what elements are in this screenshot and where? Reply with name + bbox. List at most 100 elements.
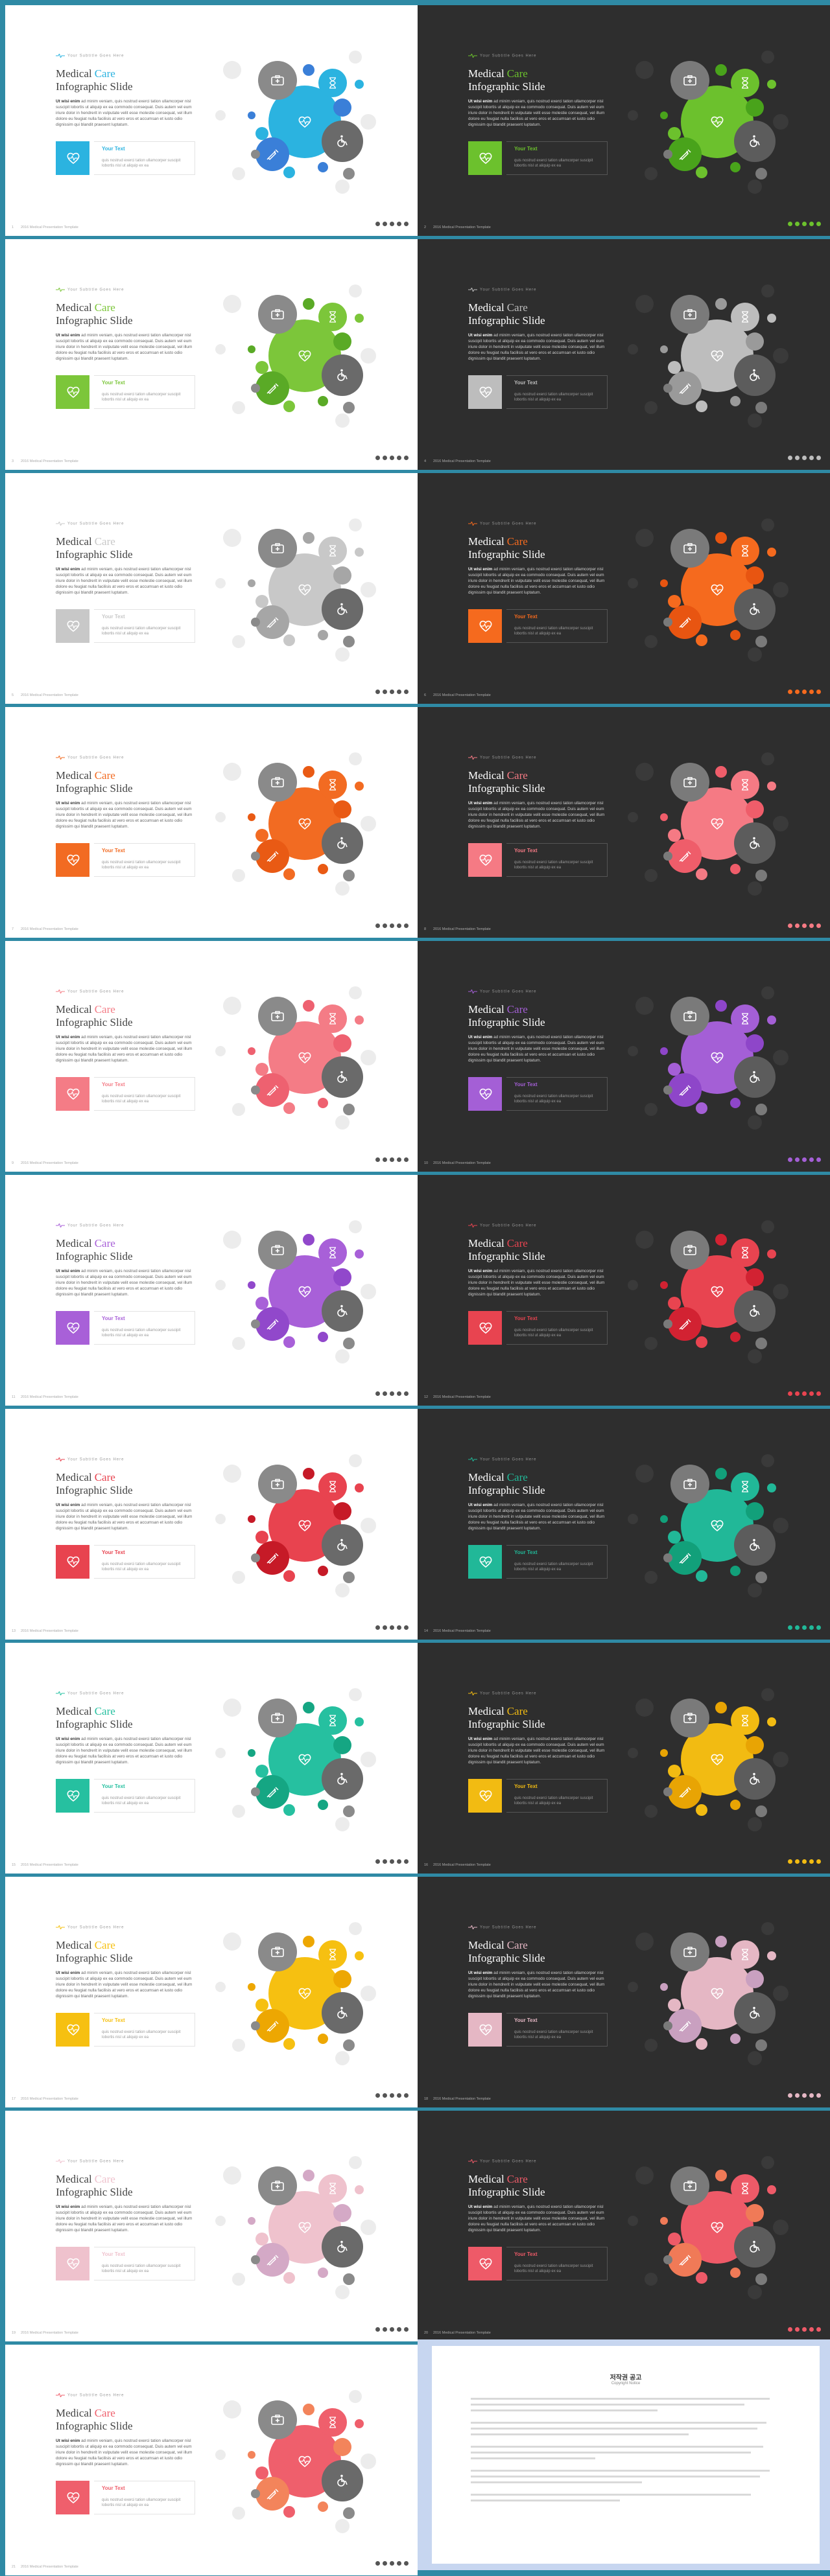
nav-dot[interactable] <box>397 1157 401 1162</box>
nav-dot[interactable] <box>795 1625 800 1630</box>
nav-dot[interactable] <box>397 1625 401 1630</box>
nav-dot[interactable] <box>390 222 394 226</box>
nav-dot[interactable] <box>802 923 807 928</box>
nav-dot[interactable] <box>802 1157 807 1162</box>
nav-dot[interactable] <box>397 1391 401 1396</box>
nav-dot[interactable] <box>397 2327 401 2332</box>
nav-dot[interactable] <box>375 1391 380 1396</box>
nav-dot[interactable] <box>816 1157 821 1162</box>
nav-dot[interactable] <box>390 2561 394 2566</box>
nav-dot[interactable] <box>383 1859 387 1864</box>
nav-dot[interactable] <box>397 2561 401 2566</box>
nav-dot[interactable] <box>383 1157 387 1162</box>
nav-dot[interactable] <box>788 923 792 928</box>
nav-dot[interactable] <box>816 2093 821 2098</box>
nav-dot[interactable] <box>397 690 401 694</box>
nav-dot[interactable] <box>404 1859 409 1864</box>
nav-dot[interactable] <box>390 2327 394 2332</box>
nav-dot[interactable] <box>809 1859 814 1864</box>
nav-dot[interactable] <box>816 690 821 694</box>
nav-dot[interactable] <box>788 2093 792 2098</box>
nav-dot[interactable] <box>390 923 394 928</box>
nav-dot[interactable] <box>375 2561 380 2566</box>
nav-dot[interactable] <box>375 1859 380 1864</box>
nav-dot[interactable] <box>397 923 401 928</box>
nav-dot[interactable] <box>788 222 792 226</box>
nav-dot[interactable] <box>795 456 800 460</box>
nav-dot[interactable] <box>816 1859 821 1864</box>
nav-dot[interactable] <box>795 222 800 226</box>
nav-dot[interactable] <box>383 1625 387 1630</box>
nav-dot[interactable] <box>802 456 807 460</box>
nav-dot[interactable] <box>375 2093 380 2098</box>
nav-dot[interactable] <box>375 1625 380 1630</box>
nav-dot[interactable] <box>802 1391 807 1396</box>
nav-dot[interactable] <box>375 923 380 928</box>
nav-dot[interactable] <box>397 456 401 460</box>
nav-dot[interactable] <box>390 456 394 460</box>
nav-dot[interactable] <box>809 1625 814 1630</box>
nav-dot[interactable] <box>404 1391 409 1396</box>
nav-dot[interactable] <box>390 1859 394 1864</box>
nav-dot[interactable] <box>397 2093 401 2098</box>
nav-dot[interactable] <box>375 456 380 460</box>
nav-dot[interactable] <box>383 2561 387 2566</box>
nav-dot[interactable] <box>404 1625 409 1630</box>
nav-dot[interactable] <box>390 2093 394 2098</box>
nav-dot[interactable] <box>788 2327 792 2332</box>
nav-dot[interactable] <box>809 222 814 226</box>
nav-dot[interactable] <box>375 1157 380 1162</box>
nav-dot[interactable] <box>788 690 792 694</box>
nav-dot[interactable] <box>795 1157 800 1162</box>
nav-dot[interactable] <box>788 1157 792 1162</box>
nav-dot[interactable] <box>809 1157 814 1162</box>
nav-dot[interactable] <box>816 456 821 460</box>
nav-dot[interactable] <box>795 2093 800 2098</box>
nav-dot[interactable] <box>802 2327 807 2332</box>
nav-dot[interactable] <box>809 456 814 460</box>
nav-dot[interactable] <box>802 1625 807 1630</box>
nav-dot[interactable] <box>816 1625 821 1630</box>
nav-dot[interactable] <box>788 1625 792 1630</box>
nav-dot[interactable] <box>404 923 409 928</box>
nav-dot[interactable] <box>809 690 814 694</box>
nav-dot[interactable] <box>375 690 380 694</box>
nav-dot[interactable] <box>809 923 814 928</box>
nav-dot[interactable] <box>816 1391 821 1396</box>
nav-dot[interactable] <box>795 1859 800 1864</box>
nav-dot[interactable] <box>383 690 387 694</box>
nav-dot[interactable] <box>816 2327 821 2332</box>
nav-dot[interactable] <box>375 222 380 226</box>
nav-dot[interactable] <box>404 456 409 460</box>
nav-dot[interactable] <box>397 1859 401 1864</box>
nav-dot[interactable] <box>383 1391 387 1396</box>
nav-dot[interactable] <box>404 222 409 226</box>
nav-dot[interactable] <box>404 2327 409 2332</box>
nav-dot[interactable] <box>802 222 807 226</box>
nav-dot[interactable] <box>375 2327 380 2332</box>
nav-dot[interactable] <box>383 923 387 928</box>
nav-dot[interactable] <box>390 1391 394 1396</box>
nav-dot[interactable] <box>390 1157 394 1162</box>
nav-dot[interactable] <box>390 690 394 694</box>
nav-dot[interactable] <box>795 2327 800 2332</box>
nav-dot[interactable] <box>802 2093 807 2098</box>
nav-dot[interactable] <box>795 923 800 928</box>
nav-dot[interactable] <box>795 1391 800 1396</box>
nav-dot[interactable] <box>809 2093 814 2098</box>
nav-dot[interactable] <box>795 690 800 694</box>
nav-dot[interactable] <box>802 690 807 694</box>
nav-dot[interactable] <box>383 2327 387 2332</box>
nav-dot[interactable] <box>788 1391 792 1396</box>
nav-dot[interactable] <box>816 222 821 226</box>
nav-dot[interactable] <box>404 1157 409 1162</box>
nav-dot[interactable] <box>383 222 387 226</box>
nav-dot[interactable] <box>404 690 409 694</box>
nav-dot[interactable] <box>816 923 821 928</box>
nav-dot[interactable] <box>383 2093 387 2098</box>
nav-dot[interactable] <box>809 2327 814 2332</box>
nav-dot[interactable] <box>788 456 792 460</box>
nav-dot[interactable] <box>788 1859 792 1864</box>
nav-dot[interactable] <box>390 1625 394 1630</box>
nav-dot[interactable] <box>802 1859 807 1864</box>
